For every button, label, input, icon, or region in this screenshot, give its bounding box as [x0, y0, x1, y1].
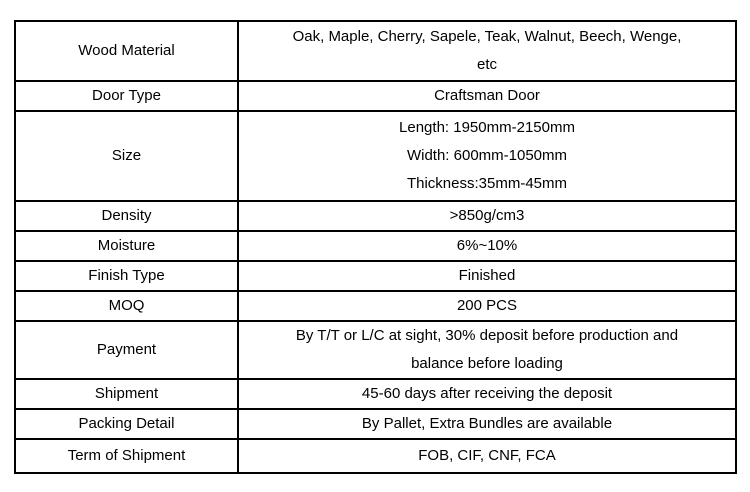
- spec-label: Moisture: [14, 230, 239, 262]
- spec-label: Term of Shipment: [14, 438, 239, 474]
- spec-value: 200 PCS: [237, 290, 737, 322]
- spec-value: 45-60 days after receiving the deposit: [237, 378, 737, 410]
- table-row: Finish Type Finished: [14, 260, 737, 292]
- spec-label: Door Type: [14, 80, 239, 112]
- spec-value: Length: 1950mm-2150mm Width: 600mm-1050mm…: [237, 110, 737, 202]
- table-row: Packing Detail By Pallet, Extra Bundles a…: [14, 408, 737, 440]
- value-line: Oak, Maple, Cherry, Sapele, Teak, Walnut…: [292, 28, 682, 45]
- spec-label: Size: [14, 110, 239, 202]
- table-row: Payment By T/T or L/C at sight, 30% depos…: [14, 320, 737, 380]
- table-row: MOQ 200 PCS: [14, 290, 737, 322]
- table-row: Density >850g/cm3: [14, 200, 737, 232]
- product-spec-table: Wood Material Oak, Maple, Cherry, Sapele,…: [14, 20, 737, 474]
- spec-value: Craftsman Door: [237, 80, 737, 112]
- value-line: Length: 1950mm-2150mm: [399, 119, 575, 136]
- spec-label: MOQ: [14, 290, 239, 322]
- value-line: Thickness:35mm-45mm: [406, 175, 568, 192]
- table-row: Door Type Craftsman Door: [14, 80, 737, 112]
- spec-label: Shipment: [14, 378, 239, 410]
- spec-label: Wood Material: [14, 20, 239, 82]
- spec-label: Payment: [14, 320, 239, 380]
- table-row: Shipment 45-60 days after receiving the d…: [14, 378, 737, 410]
- spec-label: Packing Detail: [14, 408, 239, 440]
- spec-value: Finished: [237, 260, 737, 292]
- table-row: Term of Shipment FOB, CIF, CNF, FCA: [14, 438, 737, 474]
- value-line: By T/T or L/C at sight, 30% deposit befo…: [295, 327, 679, 344]
- value-line: balance before loading: [411, 355, 563, 372]
- spec-table-body: Wood Material Oak, Maple, Cherry, Sapele,…: [14, 20, 737, 474]
- table-row: Size Length: 1950mm-2150mm Width: 600mm-10…: [14, 110, 737, 202]
- spec-label: Density: [14, 200, 239, 232]
- spec-label: Finish Type: [14, 260, 239, 292]
- spec-value: Oak, Maple, Cherry, Sapele, Teak, Walnut…: [237, 20, 737, 82]
- spec-value: By T/T or L/C at sight, 30% deposit befo…: [237, 320, 737, 380]
- value-line: etc: [476, 56, 497, 73]
- table-row: Wood Material Oak, Maple, Cherry, Sapele,…: [14, 20, 737, 82]
- table-row: Moisture 6%~10%: [14, 230, 737, 262]
- spec-value: >850g/cm3: [237, 200, 737, 232]
- spec-value: FOB, CIF, CNF, FCA: [237, 438, 737, 474]
- spec-value: By Pallet, Extra Bundles are available: [237, 408, 737, 440]
- spec-value: 6%~10%: [237, 230, 737, 262]
- value-line: Width: 600mm-1050mm: [406, 147, 568, 164]
